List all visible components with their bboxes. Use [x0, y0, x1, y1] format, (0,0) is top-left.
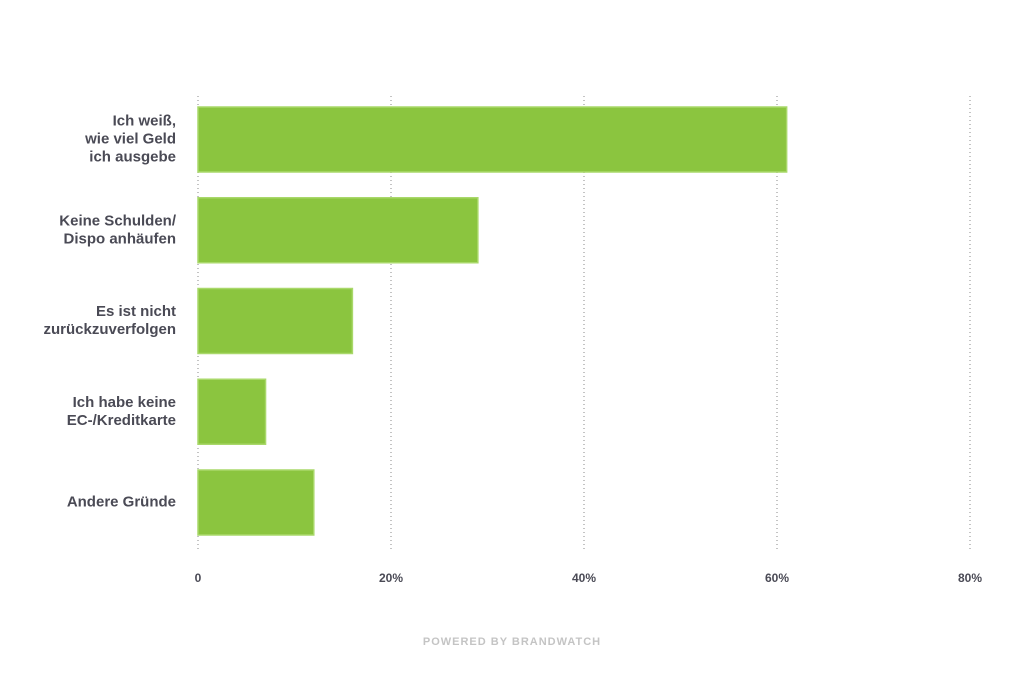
x-tick-label: 40%: [572, 571, 596, 585]
x-tick-label: 0: [195, 571, 202, 585]
category-label-line: Andere Gründe: [67, 493, 176, 510]
x-tick-label: 80%: [958, 571, 982, 585]
category-label: Ich weiß, wie viel Geld ich ausgebe: [84, 112, 176, 165]
bar: [197, 197, 479, 264]
category-label-line: zurückzuverfolgen: [43, 321, 176, 338]
category-label: Es ist nicht zurückzuverfolgen: [43, 303, 176, 338]
bar: [197, 287, 354, 355]
category-label: Keine Schulden/Dispo anhäufen: [59, 212, 177, 247]
category-label: Ich habe keine EC-/Kreditkarte: [67, 394, 176, 429]
category-label-line: Es ist nicht: [96, 303, 176, 320]
x-tick-label: 20%: [379, 571, 403, 585]
x-tick-label: 60%: [765, 571, 789, 585]
bar: [197, 378, 267, 445]
category-label-line: Ich habe keine: [73, 394, 176, 411]
category-label-line: Keine Schulden/: [59, 212, 177, 229]
category-label-line: EC-/Kreditkarte: [67, 412, 176, 429]
category-label-line: wie viel Geld: [84, 130, 176, 147]
category-label: Andere Gründe: [67, 493, 176, 510]
category-label-line: ich ausgebe: [89, 148, 176, 165]
powered-by-footer: POWERED BY BRANDWATCH: [422, 636, 602, 648]
category-label-line: Dispo anhäufen: [63, 230, 176, 247]
category-label-line: Ich weiß,: [113, 112, 176, 129]
bar: [197, 469, 315, 536]
bar: [197, 106, 788, 173]
